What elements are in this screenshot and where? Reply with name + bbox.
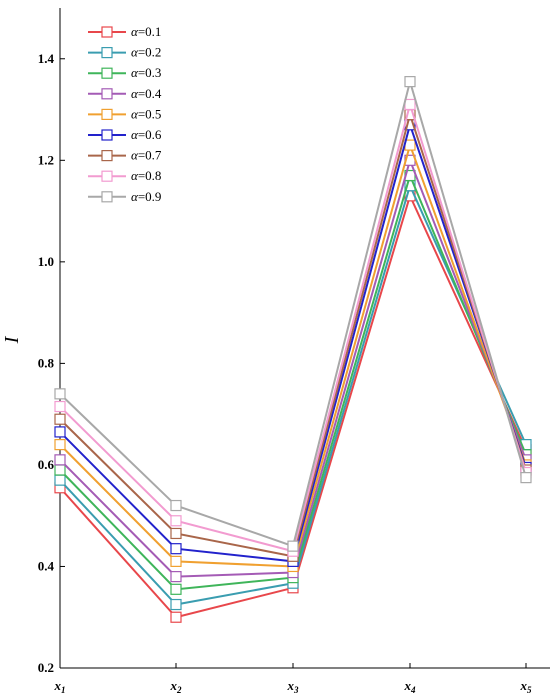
series-5 [54, 139, 532, 573]
data-point [170, 598, 182, 611]
data-point [54, 439, 66, 451]
legend-marker [101, 46, 113, 59]
legend-marker [101, 191, 113, 203]
series-7 [54, 109, 532, 562]
series-line [59, 100, 527, 553]
legend-item: α=0.1 [88, 24, 161, 39]
legend-label: α=0.9 [131, 189, 161, 204]
data-point [170, 543, 182, 555]
data-point [170, 527, 182, 540]
legend-marker [101, 150, 113, 162]
x-tick-label: x5 [520, 678, 533, 695]
y-tick-label: 1.4 [38, 51, 55, 66]
legend-label: α=0.2 [131, 45, 161, 60]
legend-marker [101, 88, 113, 100]
data-point [170, 611, 182, 623]
series-3 [54, 169, 532, 595]
legend-label: α=0.7 [131, 148, 162, 163]
legend-label: α=0.6 [131, 127, 162, 142]
y-tick-label: 1.0 [38, 254, 54, 269]
legend-item: α=0.4 [88, 86, 162, 101]
legend-marker [101, 108, 113, 121]
legend-label: α=0.4 [131, 86, 162, 101]
y-tick-label: 0.2 [38, 660, 54, 675]
y-tick-label: 0.8 [38, 355, 55, 370]
legend-item: α=0.3 [88, 65, 161, 80]
y-tick-label: 0.6 [38, 457, 55, 472]
data-point [54, 426, 66, 438]
data-point [170, 555, 182, 567]
data-point [170, 571, 182, 583]
x-tick-label: x3 [287, 678, 300, 695]
series-6 [54, 119, 532, 567]
x-tick-label: x4 [404, 678, 417, 695]
series-layer [54, 76, 532, 623]
data-point [170, 515, 182, 527]
legend-label: α=0.3 [131, 65, 161, 80]
series-8 [54, 98, 532, 557]
series-line [59, 121, 527, 563]
data-point [54, 400, 66, 413]
y-axis-label: I [1, 335, 23, 344]
data-point [54, 464, 66, 476]
x-axis-ticks: x1 x2 x3 x4 x5 [54, 663, 533, 695]
data-point [520, 472, 532, 484]
data-point [287, 540, 299, 552]
x-tick-label: x2 [170, 678, 183, 695]
y-tick-label: 1.2 [38, 152, 54, 167]
legend-item: α=0.8 [88, 168, 161, 183]
legend-label: α=0.1 [131, 24, 161, 39]
series-9 [54, 76, 532, 552]
data-point [404, 76, 416, 88]
series-4 [54, 154, 532, 583]
data-point [54, 454, 66, 466]
legend-item: α=0.2 [88, 45, 161, 60]
legend-label: α=0.5 [131, 106, 161, 121]
y-tick-label: 0.4 [38, 558, 55, 573]
x-tick-label: x1 [54, 678, 66, 695]
legend-item: α=0.5 [88, 106, 161, 121]
legend-item: α=0.7 [88, 148, 162, 163]
legend-marker [101, 129, 113, 141]
legend-item: α=0.6 [88, 127, 162, 142]
legend-marker [101, 67, 113, 79]
data-point [54, 474, 66, 486]
legend-marker [101, 170, 113, 182]
data-point [170, 499, 182, 512]
data-point [54, 388, 66, 400]
data-point [54, 413, 66, 425]
legend: α=0.1 α=0.2 α=0.3 α=0.4 α=0.5 α=0.6 α=0.7 α=0.8… [88, 24, 162, 204]
data-point [170, 583, 182, 595]
legend-item: α=0.9 [88, 189, 161, 204]
series-line [59, 111, 527, 558]
legend-label: α=0.8 [131, 168, 161, 183]
data-point [404, 98, 416, 111]
y-axis-ticks: 0.2 0.4 0.6 0.8 1.0 1.2 1.4 [38, 51, 65, 675]
legend-marker [101, 26, 113, 38]
